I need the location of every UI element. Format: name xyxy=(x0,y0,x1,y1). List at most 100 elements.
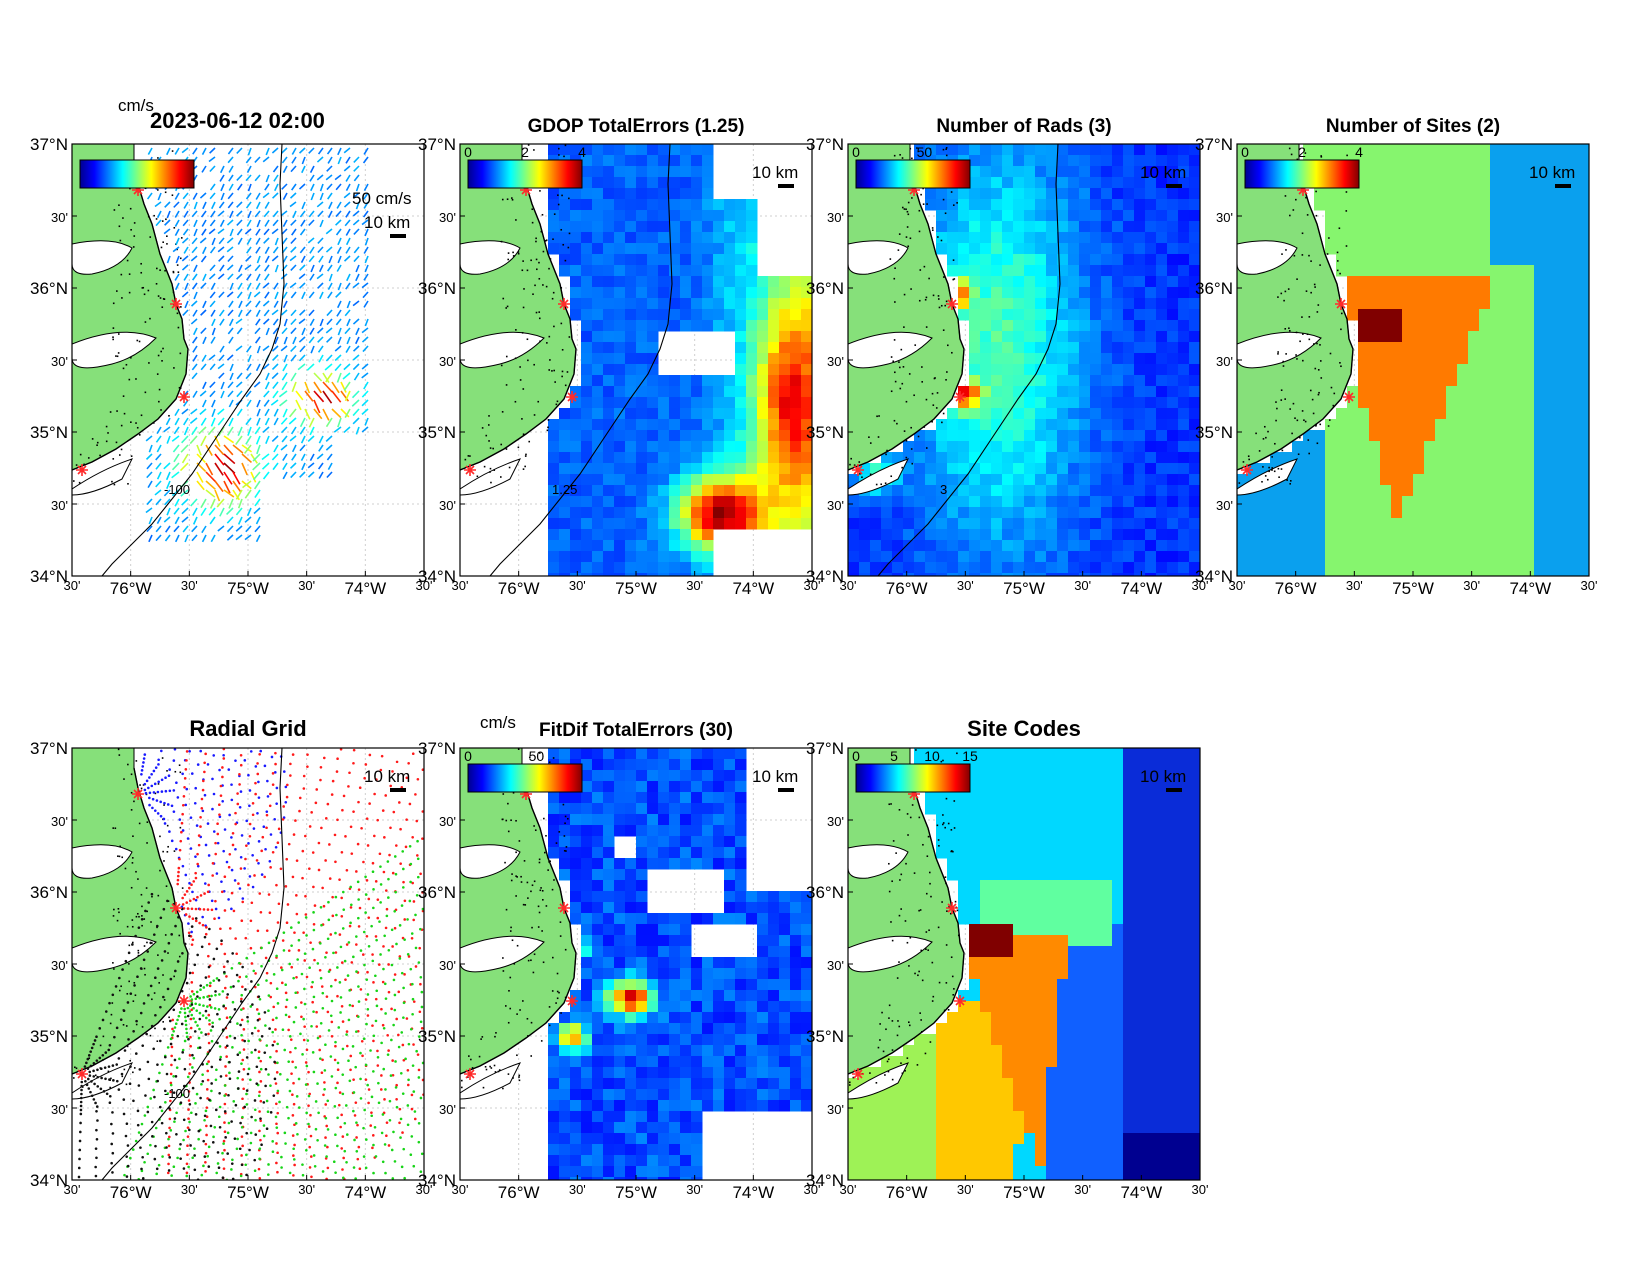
heat-cell xyxy=(1013,221,1025,233)
heat-cell xyxy=(658,243,670,255)
radial-grid-point xyxy=(301,849,305,853)
heat-cell xyxy=(801,309,812,321)
heat-cell xyxy=(1545,166,1557,178)
heat-cell xyxy=(1534,199,1546,211)
heat-cell xyxy=(1468,298,1480,310)
radial-grid-point xyxy=(254,781,257,785)
heat-cell xyxy=(1090,199,1102,211)
heat-cell xyxy=(592,298,604,310)
velocity-vector xyxy=(343,255,351,262)
coast-islet xyxy=(522,468,525,470)
heat-cell xyxy=(1068,210,1080,222)
velocity-vector xyxy=(362,210,369,218)
radial-grid-point xyxy=(204,843,208,847)
coast-islet xyxy=(1338,227,1341,230)
heat-cell xyxy=(658,265,670,277)
heat-cell xyxy=(1068,529,1080,541)
heat-cell xyxy=(1402,199,1414,211)
velocity-vector xyxy=(228,174,234,182)
coast-islet xyxy=(1330,386,1333,389)
velocity-vector xyxy=(265,372,270,381)
heat-cell xyxy=(1112,331,1124,343)
heat-cell xyxy=(1024,540,1036,552)
velocity-vector xyxy=(309,318,315,326)
velocity-vector xyxy=(223,489,235,498)
heat-cell xyxy=(1325,221,1337,233)
velocity-vector xyxy=(210,336,216,344)
velocity-vector xyxy=(226,354,234,361)
coast-islet xyxy=(907,201,910,204)
heat-cell xyxy=(757,474,769,486)
heat-cell xyxy=(592,243,604,255)
velocity-vector xyxy=(282,192,288,200)
heat-cell xyxy=(1167,353,1179,365)
velocity-vector xyxy=(353,156,360,163)
heat-cell xyxy=(1178,309,1190,321)
heat-cell xyxy=(625,463,637,475)
heat-cell xyxy=(691,452,703,464)
radial-grid-point xyxy=(204,932,208,936)
heat-cell xyxy=(658,309,670,321)
heat-cell xyxy=(581,507,593,519)
heat-cell xyxy=(1567,551,1579,563)
radial-grid-point xyxy=(207,854,211,857)
heat-cell xyxy=(1578,529,1589,541)
heat-cell xyxy=(1457,144,1469,156)
heat-cell xyxy=(669,529,681,541)
heat-cell xyxy=(980,298,992,310)
heat-cell xyxy=(1178,320,1190,332)
heat-cell xyxy=(1479,287,1491,299)
heat-cell xyxy=(1101,265,1113,277)
heat-cell xyxy=(658,463,670,475)
heat-cell xyxy=(1156,254,1168,266)
heat-cell xyxy=(1468,188,1480,200)
radial-grid-point xyxy=(216,841,220,845)
velocity-vector xyxy=(219,174,225,182)
heat-cell xyxy=(1259,463,1271,475)
coast-islet xyxy=(178,955,181,958)
heat-cell xyxy=(870,485,882,497)
heat-cell xyxy=(1490,221,1502,233)
heat-cell xyxy=(614,518,626,530)
heat-cell xyxy=(1178,364,1190,376)
heat-cell xyxy=(1325,518,1337,530)
velocity-vector xyxy=(179,462,189,472)
velocity-vector xyxy=(252,453,261,462)
heat-cell xyxy=(1090,265,1102,277)
heat-cell xyxy=(1303,485,1315,497)
radial-grid-point xyxy=(224,1046,228,1049)
heat-cell xyxy=(1178,353,1190,365)
heat-cell xyxy=(1523,485,1535,497)
heat-cell xyxy=(1314,518,1326,530)
heat-cell xyxy=(592,232,604,244)
velocity-vector xyxy=(255,273,261,282)
coastline xyxy=(848,163,965,471)
heat-cell xyxy=(1024,331,1036,343)
heat-cell xyxy=(936,199,948,211)
heat-cell xyxy=(1314,199,1326,211)
radial-grid-point xyxy=(230,783,233,786)
heat-cell xyxy=(1556,221,1568,233)
velocity-vector xyxy=(235,534,243,541)
heat-cell xyxy=(1046,573,1058,576)
coast-islet xyxy=(489,447,492,449)
heat-cell xyxy=(1435,298,1447,310)
heat-cell xyxy=(1237,529,1249,541)
heat-cell xyxy=(1490,309,1502,321)
heat-cell xyxy=(1380,331,1392,343)
velocity-vector xyxy=(198,426,207,435)
heat-cell xyxy=(1358,485,1370,497)
heat-cell xyxy=(969,254,981,266)
heat-cell xyxy=(735,353,747,365)
heat-cell xyxy=(658,232,670,244)
coast-islet xyxy=(566,371,569,373)
radial-grid-point xyxy=(254,765,258,768)
heat-cell xyxy=(1545,408,1557,420)
coast-islet xyxy=(123,1068,126,1071)
heat-cell xyxy=(1046,232,1058,244)
colorbar xyxy=(467,159,583,189)
coast-islet xyxy=(934,377,936,379)
velocity-vector xyxy=(299,246,306,254)
radial-grid-point xyxy=(172,810,176,813)
heat-cell xyxy=(1035,474,1047,486)
